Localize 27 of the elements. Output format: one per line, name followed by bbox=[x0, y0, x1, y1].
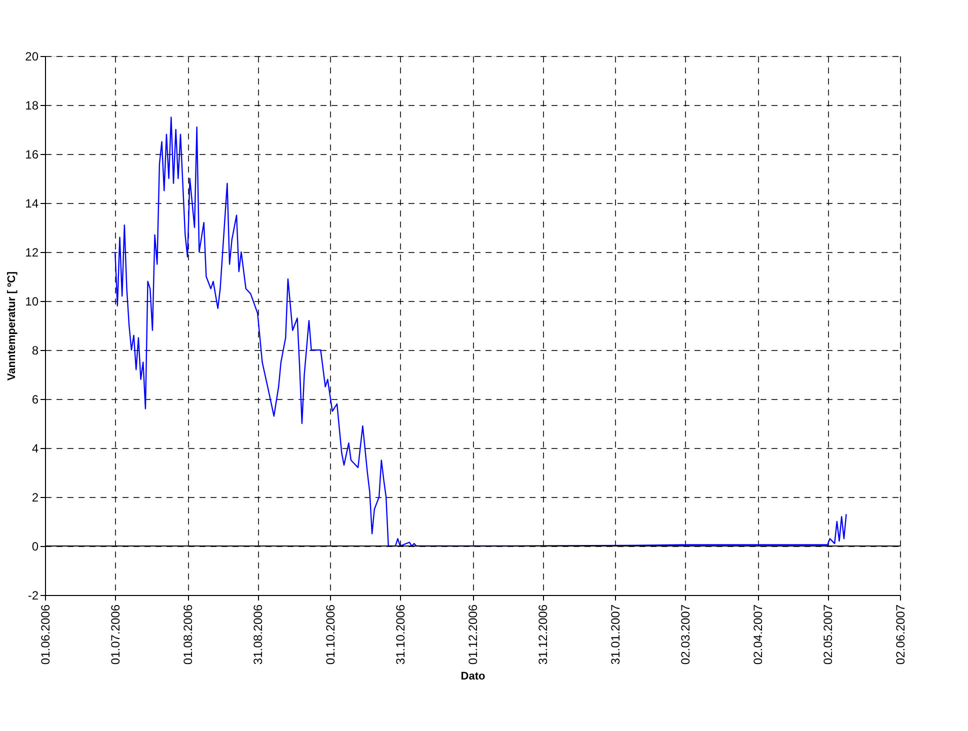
y-tick-label: 16 bbox=[25, 148, 39, 162]
x-tick-label: 02.03.2007 bbox=[678, 604, 693, 665]
x-tick-label: 01.06.2006 bbox=[38, 604, 52, 665]
x-tick-label: 01.07.2006 bbox=[108, 604, 123, 665]
y-tick-label: 20 bbox=[25, 50, 39, 64]
x-tick-label: 31.01.2007 bbox=[608, 604, 622, 665]
x-tick-label: 02.05.2007 bbox=[821, 604, 836, 665]
x-tick-label: 31.08.2006 bbox=[251, 604, 266, 665]
x-tick-label: 02.04.2007 bbox=[751, 604, 765, 665]
y-tick-label: 14 bbox=[25, 196, 39, 210]
x-tick-label: 02.06.2007 bbox=[894, 604, 908, 665]
y-tick-label: 12 bbox=[25, 246, 39, 260]
y-tick-label: 10 bbox=[25, 294, 39, 308]
y-tick-label: 6 bbox=[32, 392, 39, 406]
y-tick-label: 18 bbox=[25, 98, 39, 112]
x-tick-label: 31.10.2006 bbox=[394, 604, 408, 665]
x-tick-label: 01.10.2006 bbox=[324, 604, 338, 665]
x-tick-label: 31.12.2006 bbox=[536, 604, 550, 665]
x-tick-label: 01.12.2006 bbox=[466, 604, 480, 665]
x-axis-title: Dato bbox=[460, 670, 486, 683]
y-tick-label: 4 bbox=[32, 442, 39, 456]
y-axis-title: Vanntemperatur [ ºC] bbox=[6, 271, 18, 381]
y-tick-label: 2 bbox=[32, 490, 39, 504]
y-tick-label: -2 bbox=[28, 588, 39, 602]
y-tick-label: 8 bbox=[32, 344, 39, 358]
x-tick-label: 01.08.2006 bbox=[181, 604, 195, 665]
y-tick-label: 0 bbox=[32, 540, 39, 554]
